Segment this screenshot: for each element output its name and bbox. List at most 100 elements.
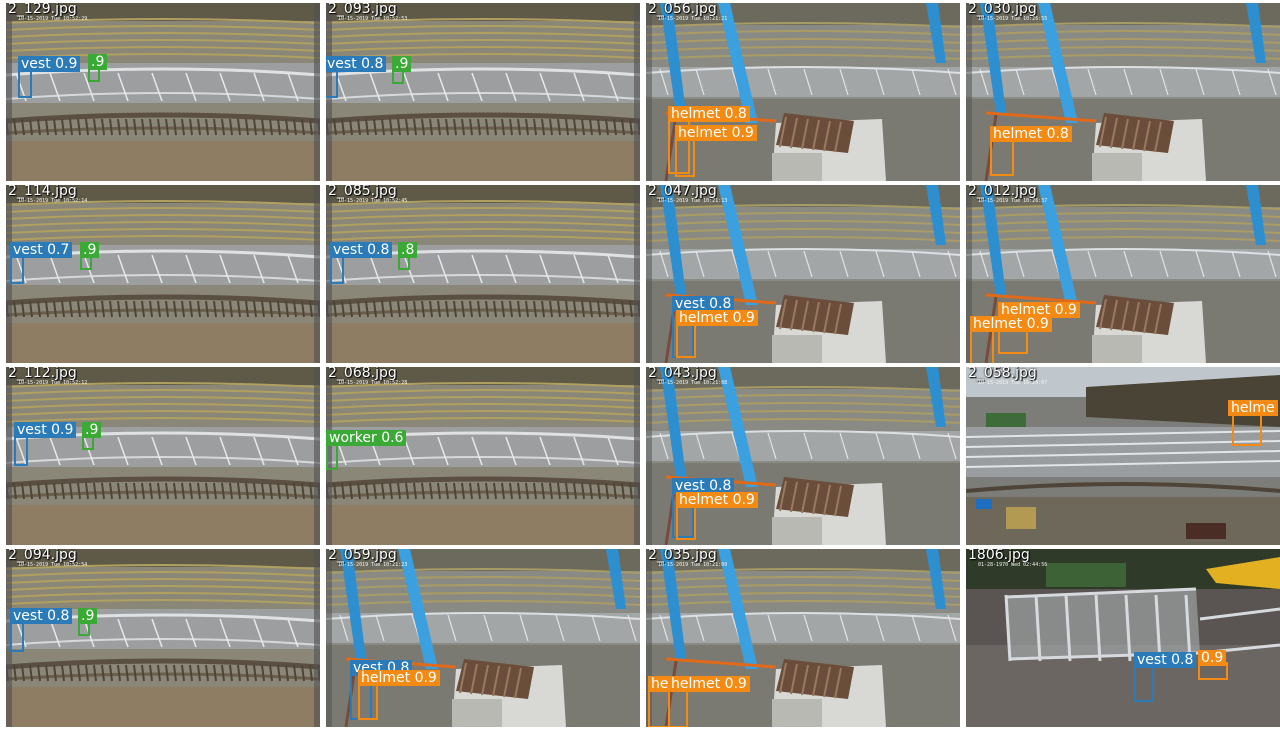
detection-label: helmet 0.9 [358, 670, 440, 686]
bounding-box [14, 434, 28, 466]
bounding-box [1232, 412, 1262, 446]
scene-photo [646, 549, 960, 727]
detection-label: .9 [78, 608, 98, 624]
image-tile: 2_085.jpg 10-15-2019 Tue 10:52:45 vest 0.8… [326, 185, 640, 363]
bounding-box [668, 688, 688, 727]
detection-label: helmet 0.9 [998, 302, 1080, 318]
tile-filename: 2_043.jpg [648, 367, 717, 381]
camera-timestamp: 10-15-2019 Tue 10:52:14 [18, 198, 88, 204]
tile-filename: 2_114.jpg [8, 185, 77, 199]
tile-filename: 2_068.jpg [328, 367, 397, 381]
detection-label: .9 [392, 56, 412, 72]
scene-photo [646, 185, 960, 363]
tile-filename: 1806.jpg [968, 549, 1030, 563]
bounding-box [10, 254, 24, 284]
camera-timestamp: 10-15-2019 Tue 10:21:00 [658, 562, 728, 568]
detection-label: helmet 0.9 [675, 125, 757, 141]
bounding-box [358, 682, 378, 720]
image-tile: 2_059.jpg 10-15-2019 Tue 10:21:23 vest 0.8… [326, 549, 640, 727]
scene-photo [6, 367, 320, 545]
bounding-box [18, 68, 32, 98]
camera-timestamp: 10-15-2019 Tue 10:21:13 [658, 198, 728, 204]
scene-photo [966, 367, 1280, 545]
camera-timestamp: 10-15-2019 Tue 16:26:07 [978, 380, 1048, 386]
camera-timestamp: 10-15-2019 Tue 10:26:55 [978, 16, 1048, 22]
detection-label: vest 0.8 [672, 478, 735, 494]
detection-label: vest 0.7 [10, 242, 73, 258]
scene-photo [646, 3, 960, 181]
detection-label: .8 [398, 242, 418, 258]
tile-filename: 2_030.jpg [968, 3, 1037, 17]
detection-label: helmet 0.8 [668, 106, 750, 122]
detection-label: .9 [88, 54, 108, 70]
camera-timestamp: 01-28-1970 Wed 02:44:56 [978, 562, 1048, 568]
scene-photo [326, 549, 640, 727]
scene-photo [966, 549, 1280, 727]
camera-timestamp: 10-15-2019 Tue 10:52:54 [18, 562, 88, 568]
detection-label: helmet 0.9 [676, 492, 758, 508]
camera-timestamp: 10-15-2019 Tue 10:52:29 [18, 16, 88, 22]
image-tile: 2_093.jpg 10-15-2019 Tue 10:52:53 vest 0.8… [326, 3, 640, 181]
tile-filename: 2_059.jpg [328, 549, 397, 563]
bounding-box [676, 504, 696, 540]
detection-label: worker 0.6 [326, 430, 407, 446]
detection-label: 0.9 [1198, 650, 1227, 666]
detection-label: vest 0.8 [10, 608, 73, 624]
tile-filename: 2_035.jpg [648, 549, 717, 563]
detection-label: helmet 0.9 [676, 310, 758, 326]
bounding-box [676, 322, 696, 358]
camera-timestamp: 10-15-2019 Tue 10:52:45 [338, 198, 408, 204]
detection-label: vest 0.8 [330, 242, 393, 258]
bounding-box [970, 328, 994, 363]
image-tile: 2_030.jpg 10-15-2019 Tue 10:26:55 helmet 0… [966, 3, 1280, 181]
detection-label: vest 0.8 [1134, 652, 1197, 668]
image-tile: 2_035.jpg 10-15-2019 Tue 10:21:00 helmet 0… [646, 549, 960, 727]
bounding-box [326, 442, 338, 470]
detection-label: vest 0.8 [326, 56, 387, 72]
detection-label: helmet 0.9 [970, 316, 1052, 332]
image-tile: 2_068.jpg 10-15-2019 Tue 10:52:28 worker 0… [326, 367, 640, 545]
image-tile: 2_114.jpg 10-15-2019 Tue 10:52:14 vest 0.7… [6, 185, 320, 363]
bounding-box [10, 620, 24, 652]
tile-filename: 2_012.jpg [968, 185, 1037, 199]
camera-timestamp: 10-15-2019 Tue 10:21:21 [658, 16, 728, 22]
image-tile: 2_058.jpg 10-15-2019 Tue 16:26:07 helme [966, 367, 1280, 545]
image-tile: 2_056.jpg 10-15-2019 Tue 10:21:21 helmet 0… [646, 3, 960, 181]
bounding-box [648, 688, 670, 727]
bounding-box [330, 254, 344, 284]
camera-timestamp: 10-15-2019 Tue 10:21:08 [658, 380, 728, 386]
camera-timestamp: 10-15-2019 Tue 10:52:12 [18, 380, 88, 386]
image-tile: 2_043.jpg 10-15-2019 Tue 10:21:08 vest 0.8… [646, 367, 960, 545]
scene-photo [326, 3, 640, 181]
image-tile: 1806.jpg 01-28-1970 Wed 02:44:56 vest 0.8 0… [966, 549, 1280, 727]
image-tile: 2_047.jpg 10-15-2019 Tue 10:21:13 vest 0.8… [646, 185, 960, 363]
tile-filename: 2_093.jpg [328, 3, 397, 17]
detection-label: vest 0.8 [672, 296, 735, 312]
scene-photo [966, 3, 1280, 181]
tile-filename: 2_047.jpg [648, 185, 717, 199]
detection-label: .9 [80, 242, 100, 258]
image-tile: 2_129.jpg 10-15-2019 Tue 10:52:29 vest 0.9… [6, 3, 320, 181]
tile-filename: 2_129.jpg [8, 3, 77, 17]
image-tile: 2_012.jpg 10-15-2019 Tue 10:26:37 helmet 0… [966, 185, 1280, 363]
tile-filename: 2_058.jpg [968, 367, 1037, 381]
scene-photo [6, 3, 320, 181]
camera-timestamp: 10-15-2019 Tue 10:21:23 [338, 562, 408, 568]
detection-label: helme [1228, 400, 1278, 416]
scene-photo [326, 367, 640, 545]
camera-timestamp: 10-15-2019 Tue 10:52:28 [338, 380, 408, 386]
bounding-box [990, 138, 1014, 176]
tile-filename: 2_085.jpg [328, 185, 397, 199]
bounding-box [1134, 664, 1154, 702]
detection-label: helmet 0.8 [990, 126, 1072, 142]
bounding-box [675, 137, 695, 177]
detection-label: vest 0.9 [18, 56, 81, 72]
scene-photo [6, 185, 320, 363]
camera-timestamp: 10-15-2019 Tue 10:52:53 [338, 16, 408, 22]
scene-photo [326, 185, 640, 363]
tile-filename: 2_094.jpg [8, 549, 77, 563]
camera-timestamp: 10-15-2019 Tue 10:26:37 [978, 198, 1048, 204]
detection-label: vest 0.9 [14, 422, 77, 438]
scene-photo [966, 185, 1280, 363]
